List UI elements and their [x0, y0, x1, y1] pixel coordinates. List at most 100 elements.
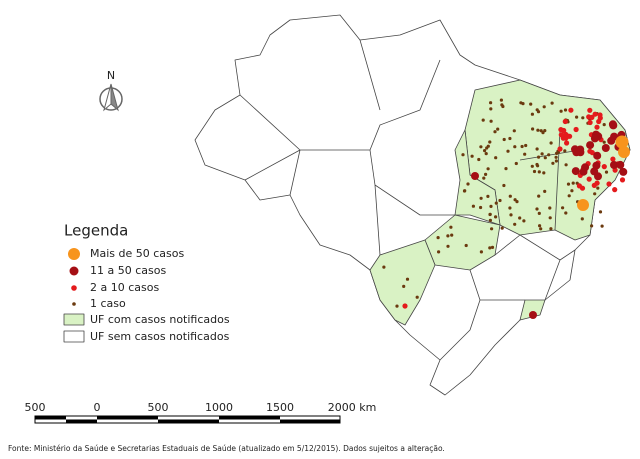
north-arrow: N	[99, 69, 123, 112]
case-marker	[568, 107, 574, 113]
case-marker	[498, 198, 502, 203]
scale-bar: 500 0 500 1000 1500 2000 km	[25, 401, 376, 424]
case-marker	[446, 244, 450, 248]
case-marker	[576, 183, 583, 189]
case-marker	[486, 167, 490, 171]
case-marker	[529, 311, 537, 319]
case-marker	[610, 161, 618, 169]
case-marker	[587, 119, 593, 126]
legend-item: UF com casos notificados	[90, 313, 230, 326]
case-marker	[535, 207, 539, 211]
legend-swatch	[68, 248, 80, 260]
case-marker	[619, 177, 626, 183]
case-marker	[490, 227, 494, 231]
case-marker	[557, 146, 563, 152]
case-marker	[592, 111, 598, 117]
case-marker	[570, 189, 574, 193]
case-marker	[612, 187, 618, 193]
scale-segment	[219, 416, 280, 420]
case-marker	[415, 295, 419, 299]
case-marker	[536, 128, 540, 132]
case-marker	[567, 194, 571, 198]
case-marker	[461, 153, 465, 157]
case-marker	[597, 112, 603, 118]
legend-item: Mais de 50 casos	[90, 247, 185, 260]
country-map	[194, 14, 631, 396]
case-marker	[542, 105, 546, 109]
case-marker	[563, 108, 568, 112]
case-marker	[561, 127, 567, 134]
case-marker	[537, 211, 541, 215]
case-marker	[500, 226, 504, 230]
case-marker	[531, 127, 535, 131]
case-marker	[477, 157, 481, 162]
case-marker	[610, 156, 616, 162]
case-marker	[489, 107, 493, 111]
case-marker	[554, 155, 558, 159]
scale-segment	[280, 419, 340, 423]
case-marker	[539, 227, 543, 231]
legend-item: UF sem casos notificados	[90, 330, 230, 343]
case-marker	[402, 284, 406, 288]
case-marker	[575, 115, 579, 119]
north-label: N	[107, 69, 115, 82]
case-marker	[549, 227, 553, 231]
case-marker	[513, 145, 517, 149]
case-marker	[512, 129, 516, 133]
case-marker	[566, 182, 571, 186]
case-marker	[580, 217, 584, 221]
case-marker	[489, 101, 493, 105]
case-marker	[535, 108, 539, 112]
case-marker	[573, 126, 579, 133]
case-marker	[559, 109, 563, 113]
case-marker	[494, 215, 498, 219]
case-marker	[561, 206, 565, 210]
case-marker	[586, 176, 592, 182]
case-marker	[541, 131, 545, 135]
case-marker	[563, 149, 567, 153]
case-marker	[532, 169, 537, 174]
case-marker	[540, 152, 544, 156]
state-tocantins	[454, 129, 501, 226]
case-marker	[564, 211, 568, 215]
state-espirito-santo	[519, 299, 546, 321]
case-marker	[402, 303, 408, 309]
case-marker	[488, 246, 492, 250]
case-marker	[471, 204, 475, 208]
case-marker	[508, 206, 512, 210]
case-marker	[598, 210, 603, 214]
case-marker	[523, 152, 527, 156]
legend-swatch	[72, 302, 76, 306]
case-marker	[484, 172, 488, 176]
case-marker	[609, 121, 618, 130]
case-marker	[590, 167, 599, 176]
case-marker	[618, 146, 630, 158]
case-marker	[436, 236, 440, 240]
case-marker	[537, 170, 541, 174]
case-marker	[382, 265, 386, 269]
case-marker	[490, 245, 495, 249]
case-markers	[382, 98, 630, 319]
case-marker	[481, 118, 485, 122]
case-marker	[558, 132, 564, 138]
case-marker	[508, 136, 512, 141]
scale-label: 1000	[205, 401, 233, 414]
case-marker	[486, 194, 490, 198]
case-marker	[615, 135, 629, 149]
case-marker	[604, 170, 609, 174]
case-marker	[542, 171, 546, 175]
case-marker	[499, 98, 503, 102]
case-marker	[549, 141, 553, 145]
case-marker	[494, 201, 498, 205]
case-marker	[520, 144, 524, 149]
case-marker	[581, 116, 585, 120]
case-marker	[589, 114, 595, 120]
case-marker	[493, 130, 497, 134]
case-marker	[535, 162, 539, 167]
scale-label: 0	[94, 401, 101, 414]
case-marker	[530, 164, 534, 168]
case-marker	[601, 164, 607, 170]
case-marker	[437, 250, 441, 254]
case-marker	[471, 172, 479, 180]
case-marker	[602, 140, 606, 144]
